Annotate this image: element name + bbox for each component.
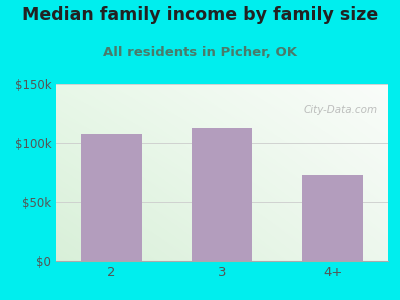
Bar xyxy=(81,134,142,261)
Text: City-Data.com: City-Data.com xyxy=(304,105,378,115)
Bar xyxy=(302,175,363,261)
Text: Median family income by family size: Median family income by family size xyxy=(22,6,378,24)
Text: All residents in Picher, OK: All residents in Picher, OK xyxy=(103,46,297,59)
Bar xyxy=(192,128,252,261)
